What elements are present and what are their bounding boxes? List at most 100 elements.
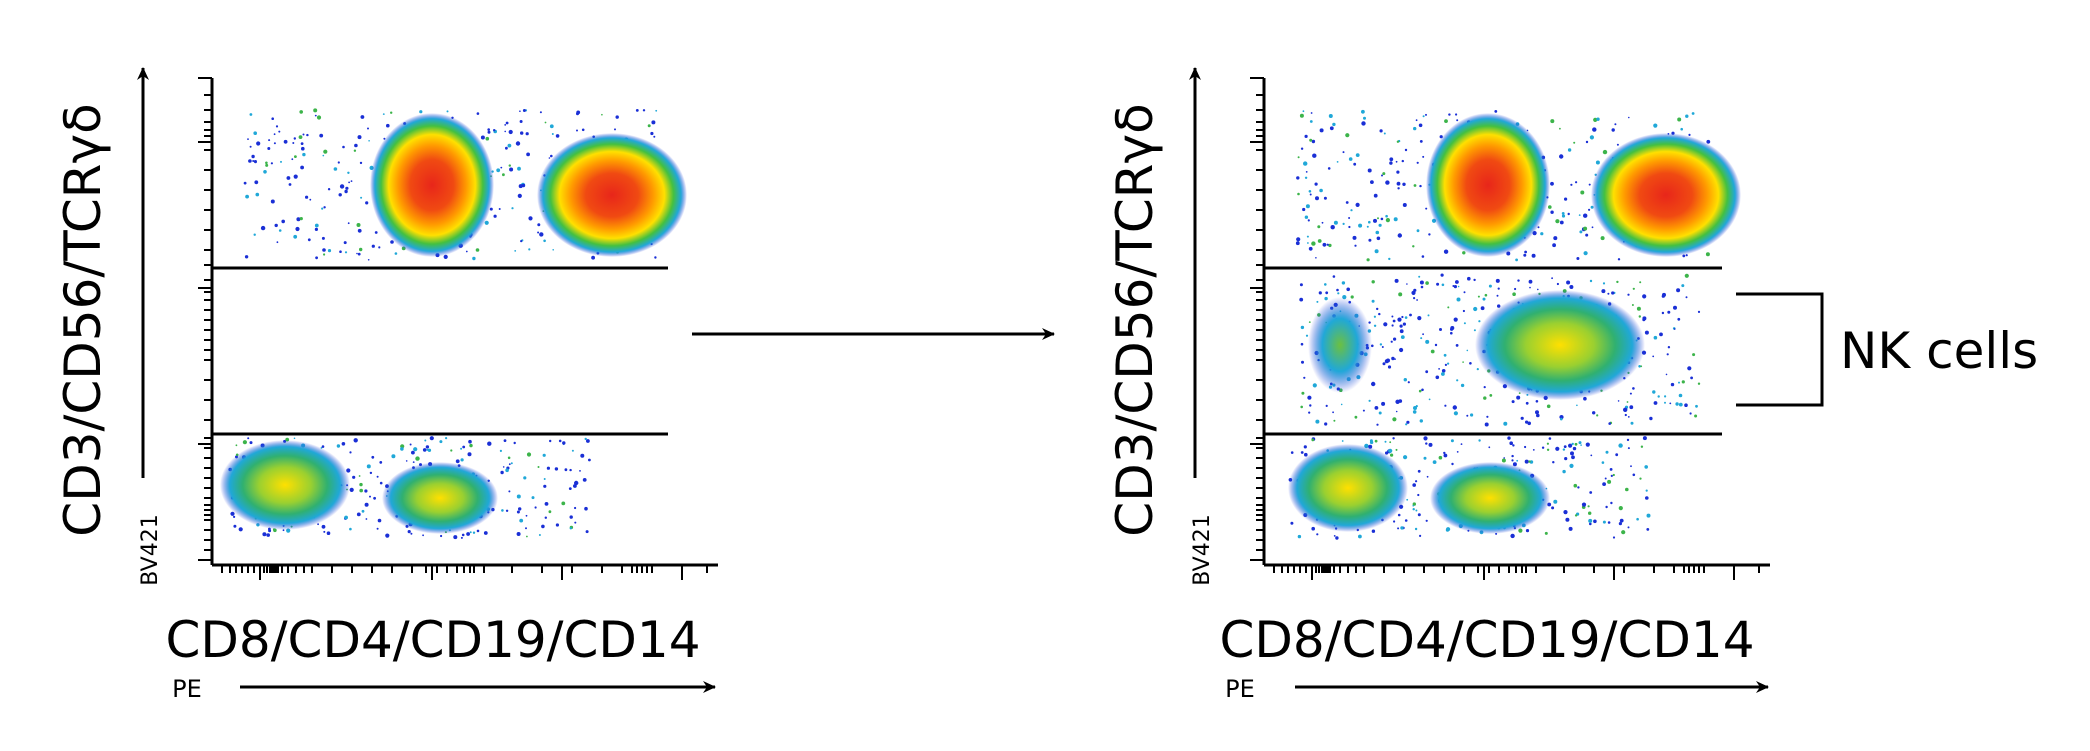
event-dot — [326, 531, 331, 535]
event-dot — [1569, 285, 1574, 289]
event-dot — [365, 201, 369, 205]
event-dot — [1391, 356, 1395, 361]
event-dot — [1589, 491, 1593, 494]
event-dot — [558, 439, 562, 443]
event-dot — [252, 160, 255, 162]
event-dot — [1322, 242, 1327, 247]
event-dot — [521, 183, 526, 188]
event-dot — [1402, 203, 1407, 207]
event-dot — [1418, 389, 1422, 393]
event-dot — [1430, 349, 1435, 354]
event-dot — [537, 223, 541, 227]
event-dot — [1358, 534, 1362, 539]
event-dot — [1528, 279, 1533, 284]
y-axis-ticks — [198, 77, 212, 561]
event-dot — [1659, 332, 1663, 337]
x-axis-ticks — [1273, 565, 1760, 580]
event-dot — [1583, 396, 1587, 401]
event-dot — [1428, 233, 1431, 236]
event-dot — [1345, 133, 1350, 138]
event-dot — [424, 439, 427, 442]
event-dot — [293, 437, 296, 440]
event-dot — [1678, 402, 1683, 407]
event-dot — [422, 534, 424, 537]
event-dot — [275, 125, 279, 128]
event-dot — [249, 441, 253, 445]
y-axis-title: CD3/CD56/TCRγδ — [54, 103, 112, 536]
event-dot — [294, 155, 297, 159]
event-dot — [1304, 134, 1308, 138]
event-dot — [1389, 441, 1392, 444]
event-dot — [376, 475, 379, 478]
event-dot — [1544, 531, 1548, 535]
event-dot — [327, 249, 332, 253]
event-dot — [376, 527, 379, 530]
event-dot — [1333, 419, 1336, 422]
event-dot — [1397, 317, 1402, 322]
event-dot — [1467, 276, 1471, 281]
event-dot — [1676, 288, 1681, 293]
event-dot — [1626, 438, 1630, 442]
y-axis-ticks — [1250, 77, 1264, 561]
event-dot — [1396, 181, 1401, 186]
event-dot — [549, 124, 554, 129]
event-dot — [555, 134, 560, 138]
event-dot — [319, 133, 324, 138]
event-dot — [513, 441, 516, 445]
event-dot — [1589, 135, 1594, 140]
event-dot — [1550, 210, 1554, 214]
event-dot — [1564, 457, 1568, 461]
event-dot — [253, 131, 257, 135]
event-dot — [493, 214, 497, 218]
event-dot — [1303, 161, 1308, 166]
event-dot — [1462, 251, 1466, 255]
event-dot — [413, 447, 418, 452]
population-nk-1 — [1308, 297, 1372, 393]
event-dot — [247, 437, 250, 440]
event-dot — [562, 441, 566, 445]
event-dot — [574, 521, 577, 524]
event-dot — [1329, 126, 1334, 131]
event-dot — [543, 239, 546, 243]
event-dot — [1398, 399, 1403, 403]
event-dot — [1419, 419, 1424, 423]
event-dot — [1413, 126, 1417, 131]
event-dot — [1385, 180, 1390, 185]
event-dot — [359, 247, 363, 252]
event-dot — [1455, 113, 1458, 116]
event-dot — [584, 437, 587, 441]
event-dot — [1664, 401, 1666, 404]
event-dot — [1393, 217, 1398, 222]
event-dot — [1324, 422, 1328, 426]
event-dot — [569, 468, 572, 472]
event-dot — [1392, 437, 1395, 440]
event-dot — [1456, 297, 1461, 302]
event-dot — [1333, 220, 1338, 225]
event-dot — [508, 164, 511, 167]
event-dot — [1687, 366, 1692, 371]
event-dot — [461, 533, 465, 537]
event-dot — [498, 208, 501, 210]
event-dot — [522, 109, 526, 112]
event-dot — [429, 436, 434, 441]
event-dot — [1299, 113, 1304, 118]
event-dot — [1569, 463, 1574, 468]
event-dot — [1600, 236, 1605, 241]
event-dot — [1439, 328, 1442, 331]
population-cd3-pos-2 — [1591, 133, 1741, 257]
event-dot — [1525, 420, 1529, 424]
event-dot — [1314, 182, 1318, 186]
event-dot — [361, 509, 365, 513]
event-dot — [517, 193, 522, 198]
event-dot — [1419, 534, 1422, 538]
event-dot — [322, 154, 325, 157]
event-dot — [1368, 238, 1372, 242]
event-dot — [385, 533, 390, 538]
event-dot — [360, 196, 363, 199]
event-dot — [1391, 324, 1394, 327]
event-dot — [302, 133, 305, 136]
event-dot — [1535, 410, 1539, 415]
event-dot — [1420, 285, 1424, 289]
event-dot — [293, 234, 298, 239]
event-dot — [1478, 320, 1481, 323]
